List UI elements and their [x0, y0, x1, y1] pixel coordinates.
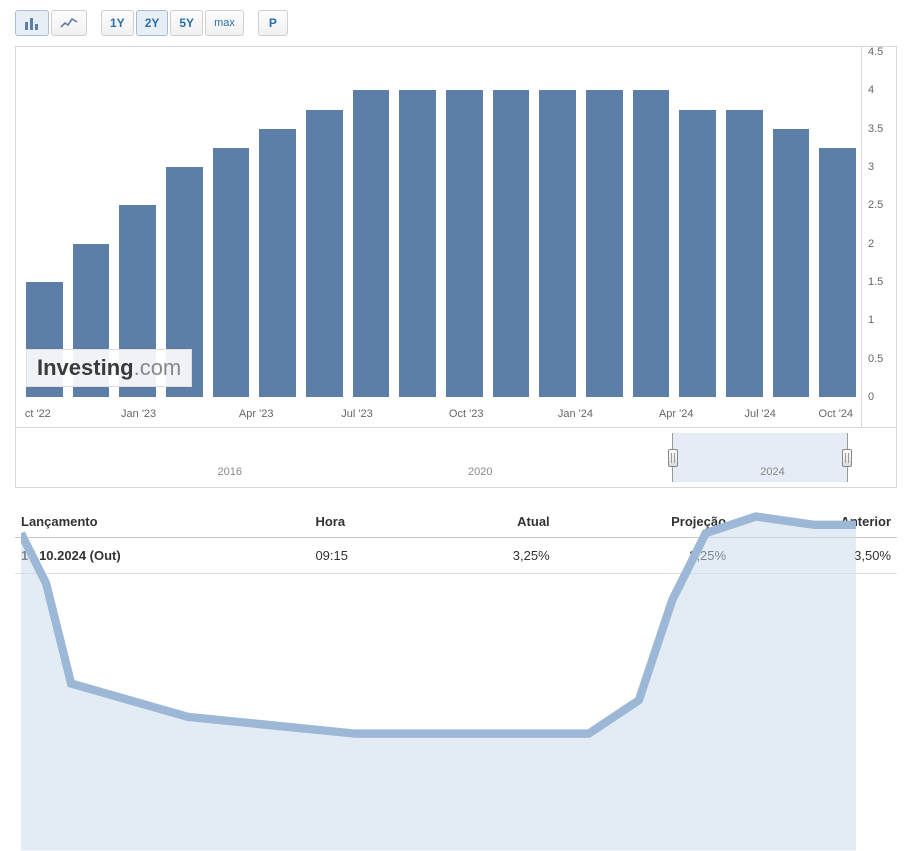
- bar-chart-icon: [24, 16, 40, 30]
- x-tick-label: Jul '24: [744, 408, 775, 420]
- watermark: Investing.com: [26, 349, 192, 387]
- bar[interactable]: [633, 90, 670, 397]
- y-tick-label: 3: [868, 161, 874, 173]
- bar[interactable]: [819, 148, 856, 397]
- range-label: 2016: [218, 466, 242, 478]
- y-tick-label: 3.5: [868, 123, 883, 135]
- bar[interactable]: [493, 90, 530, 397]
- range-slider[interactable]: 2016 2020 2024: [15, 428, 897, 488]
- x-tick-label: Apr '23: [239, 408, 274, 420]
- bar[interactable]: [446, 90, 483, 397]
- range-2y-button[interactable]: 2Y: [136, 10, 169, 36]
- x-tick-label: Oct '24: [819, 408, 854, 420]
- y-tick-label: 2.5: [868, 199, 883, 211]
- bar[interactable]: [306, 110, 343, 398]
- y-tick-label: 0.5: [868, 353, 883, 365]
- y-tick-label: 4: [868, 84, 874, 96]
- bar-series: [21, 52, 861, 397]
- bar[interactable]: [213, 148, 250, 397]
- range-label: 2024: [760, 466, 784, 478]
- line-chart-icon: [60, 17, 78, 29]
- chart-type-bar-button[interactable]: [15, 10, 49, 36]
- watermark-text-2: .com: [134, 355, 182, 380]
- y-tick-label: 2: [868, 238, 874, 250]
- x-tick-label: Jan '23: [121, 408, 156, 420]
- chart-type-line-button[interactable]: [51, 10, 87, 36]
- watermark-text-1: Investing: [37, 355, 134, 380]
- y-tick-label: 4.5: [868, 46, 883, 58]
- range-sparkline: [21, 433, 856, 851]
- y-tick-label: 0: [868, 391, 874, 403]
- y-tick-label: 1.5: [868, 276, 883, 288]
- x-axis: ct '22 Jan '23 Apr '23 Jul '23 Oct '23 Jan '2…: [21, 402, 861, 427]
- x-tick-label: Jul '23: [341, 408, 372, 420]
- bar[interactable]: [399, 90, 436, 397]
- bar[interactable]: [586, 90, 623, 397]
- bar[interactable]: [259, 129, 296, 397]
- range-handle-right[interactable]: [842, 449, 852, 467]
- main-chart: ct '22 Jan '23 Apr '23 Jul '23 Oct '23 Jan '2…: [15, 46, 897, 428]
- y-axis: 0 0.5 1 1.5 2 2.5 3 3.5 4 4.5: [861, 47, 896, 427]
- range-buttons: 1Y2Y5Ymax: [101, 10, 244, 36]
- x-tick-label: ct '22: [25, 408, 51, 420]
- bar[interactable]: [539, 90, 576, 397]
- bar[interactable]: [353, 90, 390, 397]
- x-tick-label: Oct '23: [449, 408, 484, 420]
- range-label: 2020: [468, 466, 492, 478]
- bar[interactable]: [726, 110, 763, 398]
- bar[interactable]: [679, 110, 716, 398]
- bar[interactable]: [773, 129, 810, 397]
- range-1y-button[interactable]: 1Y: [101, 10, 134, 36]
- range-5y-button[interactable]: 5Y: [170, 10, 203, 36]
- range-max-button[interactable]: max: [205, 10, 244, 36]
- p-button[interactable]: P: [258, 10, 288, 36]
- range-handle-left[interactable]: [668, 449, 678, 467]
- chart-toolbar: 1Y2Y5Ymax P: [15, 10, 897, 36]
- x-tick-label: Jan '24: [558, 408, 593, 420]
- x-tick-label: Apr '24: [659, 408, 694, 420]
- y-tick-label: 1: [868, 314, 874, 326]
